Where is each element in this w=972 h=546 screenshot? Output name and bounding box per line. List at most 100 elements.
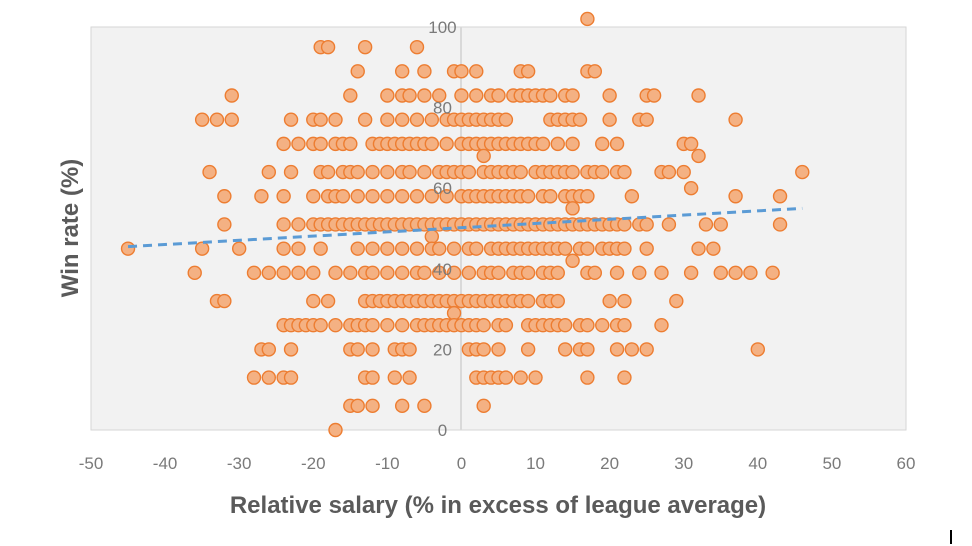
data-point — [394, 112, 410, 127]
data-point — [417, 265, 432, 281]
data-point — [565, 136, 580, 152]
trendline — [127, 206, 803, 249]
data-point — [365, 342, 380, 357]
data-point — [202, 164, 217, 180]
x-tick-label: -10 — [375, 454, 400, 473]
data-point — [543, 88, 558, 103]
data-point — [313, 112, 328, 127]
data-point — [617, 241, 632, 256]
data-point — [476, 398, 491, 414]
data-point — [380, 88, 395, 103]
data-point — [365, 265, 380, 281]
data-point — [424, 229, 440, 244]
x-tick-label: -20 — [301, 454, 326, 473]
data-point — [639, 342, 654, 357]
data-point — [276, 241, 291, 256]
y-tick-label: 60 — [433, 179, 452, 198]
data-point — [187, 265, 202, 281]
data-point — [439, 189, 454, 204]
data-point — [350, 241, 365, 256]
data-point — [454, 88, 469, 103]
data-point — [572, 112, 588, 127]
data-point — [380, 112, 395, 127]
data-point — [343, 136, 358, 152]
data-point — [617, 370, 632, 385]
data-point — [217, 293, 232, 309]
data-point — [380, 265, 395, 281]
data-point — [209, 112, 225, 127]
data-point — [380, 318, 395, 333]
data-point — [402, 342, 417, 357]
data-point — [683, 136, 699, 152]
data-point — [772, 217, 788, 232]
data-point — [417, 64, 432, 79]
data-point — [580, 318, 595, 333]
data-point — [602, 293, 617, 309]
data-point — [120, 241, 136, 256]
data-point — [476, 342, 491, 357]
data-point — [543, 189, 558, 204]
data-point — [476, 318, 491, 333]
y-tick-label: 20 — [433, 340, 452, 359]
data-point — [291, 265, 306, 281]
x-axis-title: Relative salary (% in excess of league a… — [230, 492, 766, 519]
data-point — [387, 370, 402, 385]
data-point — [402, 164, 417, 180]
data-point — [476, 148, 491, 164]
data-point — [565, 253, 580, 268]
data-point — [535, 136, 551, 152]
data-point — [224, 88, 239, 103]
data-point — [313, 318, 328, 333]
data-point — [394, 265, 410, 281]
data-point — [432, 241, 447, 256]
data-point — [446, 241, 462, 256]
data-point — [446, 265, 462, 281]
data-point — [283, 112, 299, 127]
data-point — [498, 318, 514, 333]
data-point — [394, 318, 410, 333]
data-point — [394, 189, 410, 204]
data-point — [557, 342, 573, 357]
data-point — [661, 217, 677, 232]
data-point — [380, 189, 395, 204]
data-point — [617, 164, 632, 180]
data-point — [276, 265, 291, 281]
data-point — [439, 136, 454, 152]
text-cursor-mark — [950, 530, 952, 544]
data-point — [454, 64, 469, 79]
data-point — [580, 342, 595, 357]
data-point — [417, 398, 432, 414]
data-point — [491, 88, 506, 103]
data-point — [661, 164, 677, 180]
data-point — [313, 241, 328, 256]
data-point — [217, 217, 232, 232]
data-point — [409, 241, 425, 256]
data-point — [432, 88, 447, 103]
data-point — [698, 217, 714, 232]
data-point — [291, 217, 306, 232]
data-point — [565, 88, 580, 103]
data-point — [261, 164, 277, 180]
x-tick-label: -30 — [227, 454, 252, 473]
data-point — [409, 39, 425, 55]
data-point — [580, 11, 595, 27]
data-point — [231, 241, 247, 256]
data-point — [609, 342, 625, 357]
data-point — [306, 293, 321, 309]
data-point — [350, 64, 365, 79]
data-point — [498, 112, 514, 127]
data-point — [624, 189, 640, 204]
x-tick-label: 0 — [457, 454, 466, 473]
data-point — [357, 112, 373, 127]
x-tick-label: 20 — [600, 454, 619, 473]
data-point — [283, 342, 299, 357]
data-point — [750, 342, 766, 357]
data-point — [624, 342, 640, 357]
data-point — [595, 136, 610, 152]
data-point — [513, 370, 528, 385]
data-point — [654, 318, 669, 333]
x-tick-label: 40 — [748, 454, 767, 473]
data-point — [728, 189, 743, 204]
data-point — [691, 241, 706, 256]
y-tick-label: 80 — [433, 99, 452, 118]
